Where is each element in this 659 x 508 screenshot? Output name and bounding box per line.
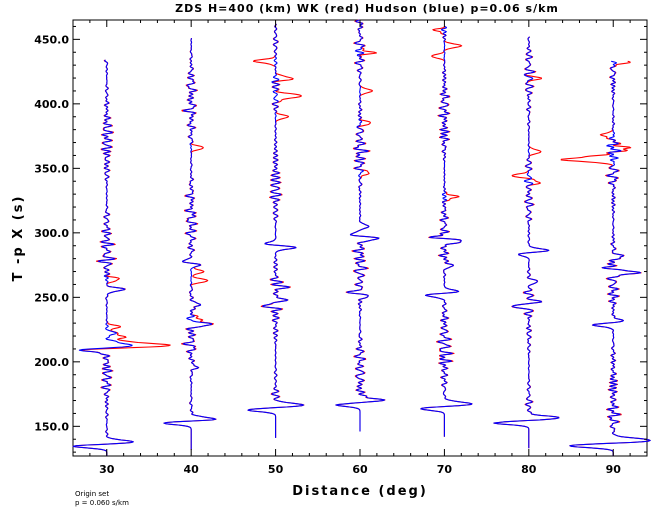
x-tick-label: 30: [99, 463, 115, 476]
hudson-trace-blue: [335, 19, 386, 432]
hudson-trace-blue: [569, 60, 651, 456]
x-tick-label: 70: [437, 463, 453, 476]
wk-trace-red: [560, 60, 651, 456]
hudson-trace-blue: [163, 38, 217, 450]
hudson-trace-blue: [420, 25, 473, 437]
y-tick-label: 200.0: [34, 356, 69, 369]
y-tick-label: 350.0: [34, 162, 69, 175]
y-tick-label: 250.0: [34, 291, 69, 304]
hudson-trace-blue: [247, 23, 305, 438]
x-axis: 30 40 50 60 70 80 90: [72, 20, 648, 476]
wk-trace-red: [72, 59, 171, 456]
y-axis-label: T -p X (s): [11, 195, 26, 282]
trace-layer: [72, 19, 651, 456]
y-tick-label: 450.0: [34, 33, 69, 46]
slowness-note: p = 0.060 s/km: [75, 499, 129, 507]
y-tick-label: 150.0: [34, 420, 69, 433]
y-tick-label: 300.0: [34, 227, 69, 240]
chart-title: ZDS H=400 (km) WK (red) Hudson (blue) p=…: [175, 2, 559, 15]
x-tick-label: 40: [184, 463, 200, 476]
y-tick-label: 400.0: [34, 98, 69, 111]
x-tick-label: 90: [606, 463, 622, 476]
hudson-trace-blue: [72, 59, 134, 456]
x-tick-label: 80: [521, 463, 537, 476]
x-tick-label: 60: [352, 463, 368, 476]
x-axis-label: Distance (deg): [292, 484, 428, 499]
x-tick-label: 50: [268, 463, 284, 476]
wk-trace-red: [493, 36, 560, 449]
hudson-trace-blue: [493, 36, 560, 449]
y-axis: 150.0 200.0 250.0 300.0 350.0 400.0 450.0: [34, 25, 647, 453]
origin-note: Origin set: [75, 490, 109, 498]
